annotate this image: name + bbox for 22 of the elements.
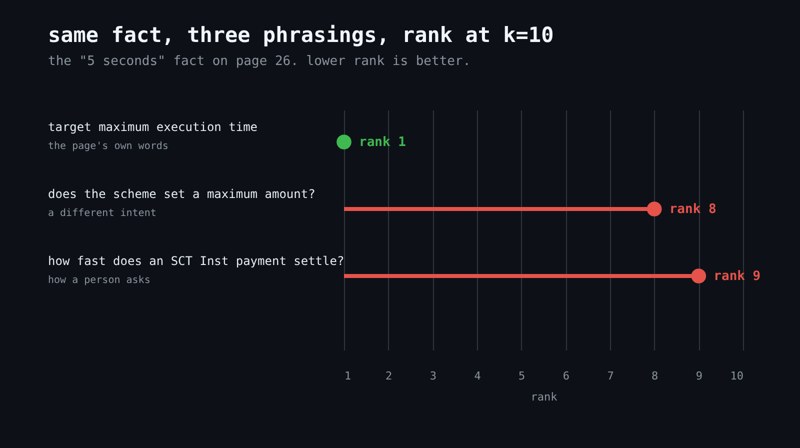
x-tick-label: 8: [652, 370, 658, 382]
x-tick-label: 2: [386, 370, 392, 382]
x-tick-label: 9: [696, 370, 702, 382]
data-label: rank 9: [714, 269, 761, 284]
text: how a person asks: [48, 275, 150, 286]
x-tick-label: 4: [474, 370, 482, 382]
x-tick-label: 7: [607, 370, 614, 382]
y-tick-label: does the scheme set a maximum amount?: [48, 187, 316, 201]
text: a different intent: [48, 208, 156, 219]
x-tick-label: 5: [518, 370, 526, 382]
x-tick-label: 10: [730, 370, 744, 382]
text: the page's own words: [48, 141, 168, 152]
data-label: rank 1: [359, 135, 406, 150]
chart-title: same fact, three phrasings, rank at k=10: [48, 23, 554, 47]
y-tick-label: target maximum execution time: [48, 120, 258, 134]
x-tick-label: 6: [562, 370, 570, 382]
y-tick-label: how fast does an SCT Inst payment settle?: [48, 254, 344, 268]
chart-subtitle: the "5 seconds" fact on page 26. lower rank is better.: [48, 54, 471, 69]
x-tick-label: 3: [430, 370, 436, 382]
data-label: rank 8: [669, 202, 716, 217]
x-axis-title: rank: [530, 390, 558, 404]
x-tick-label: 1: [344, 370, 352, 382]
